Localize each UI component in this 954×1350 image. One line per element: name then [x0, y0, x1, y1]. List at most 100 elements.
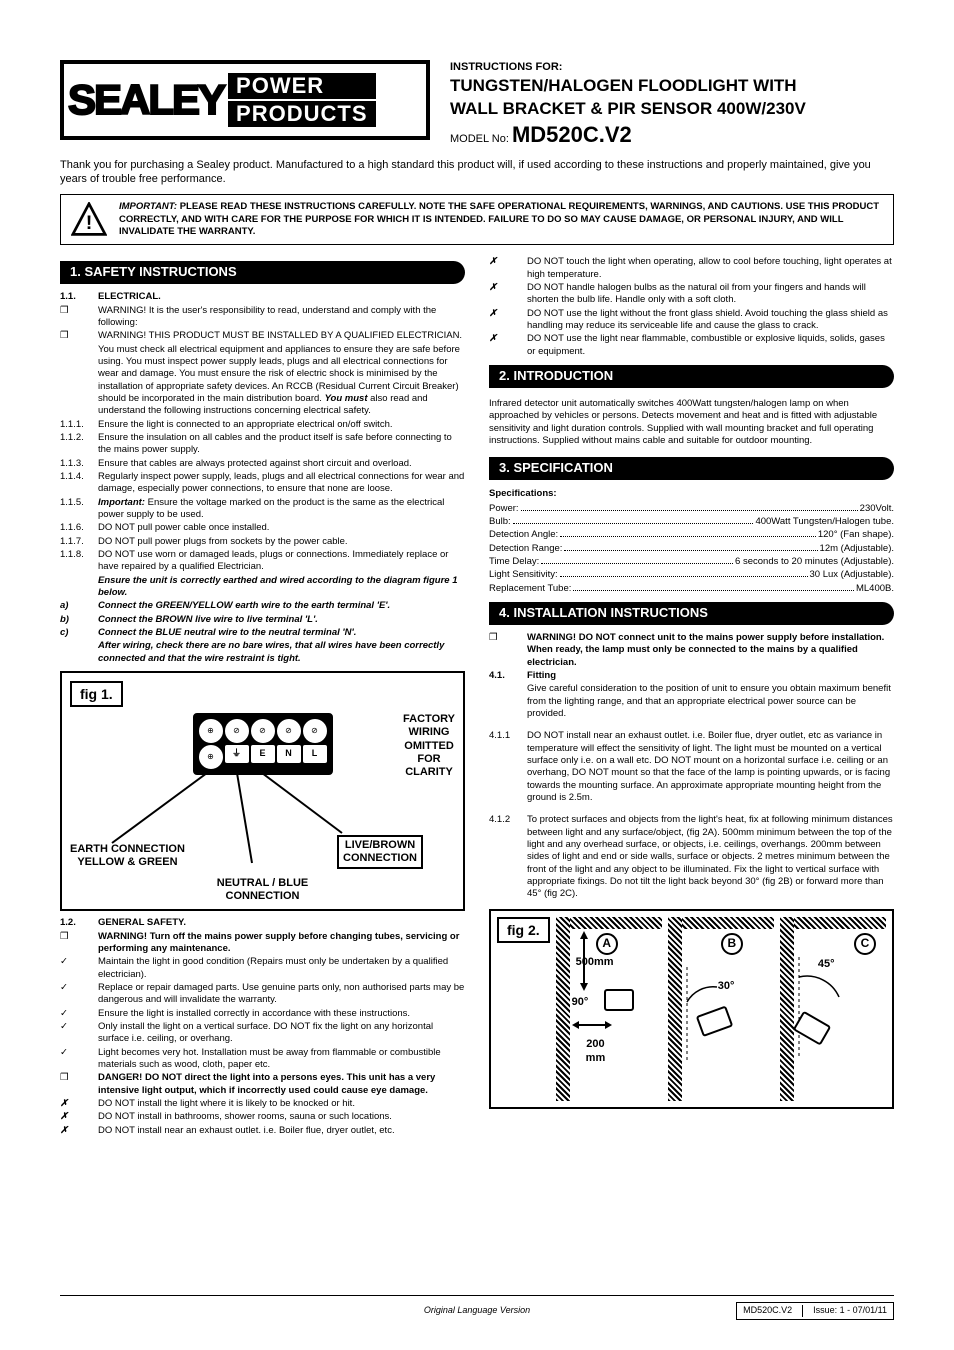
- logo-brand-text: SEALEY: [68, 73, 224, 128]
- num: c): [60, 627, 98, 639]
- footer-center: Original Language Version: [424, 1305, 530, 1317]
- row: ✗DO NOT touch the light when operating, …: [489, 256, 894, 281]
- txt: DO NOT pull power cable once installed.: [98, 522, 465, 534]
- row: ✓Ensure the light is installed correctly…: [60, 1008, 465, 1020]
- cross-icon: ✗: [489, 256, 527, 281]
- row: 1.1.3.Ensure that cables are always prot…: [60, 458, 465, 470]
- fig1-diagram: ⊕ ⊘ ⊘ ⊘ ⊘ ⊕ ⏚ E N L: [193, 713, 333, 775]
- txt: WARNING! It is the user's responsibility…: [98, 305, 465, 330]
- bullet-icon: ❒: [60, 305, 98, 330]
- spec-dots: [560, 569, 808, 577]
- spec-dots: [541, 556, 733, 564]
- term-n: N: [277, 745, 301, 763]
- txt: Only install the light on a vertical sur…: [98, 1021, 465, 1046]
- row: ✓Replace or repair damaged parts. Use ge…: [60, 982, 465, 1007]
- fig1-wires: [62, 773, 463, 873]
- spec-l: Light Sensitivity:: [489, 569, 558, 581]
- fig2-c-letter: C: [854, 933, 876, 955]
- check-icon: ✓: [60, 1008, 98, 1020]
- num: 4.1.2: [489, 814, 527, 900]
- txt: Ensure the unit is correctly earthed and…: [98, 575, 465, 600]
- row: 1.1.7.DO NOT pull power plugs from socke…: [60, 536, 465, 548]
- spec-row: Power:230Volt.: [489, 503, 894, 515]
- txt: DO NOT use the light without the front g…: [527, 308, 894, 333]
- spec-dots: [560, 529, 816, 537]
- row: 1.1.6.DO NOT pull power cable once insta…: [60, 522, 465, 534]
- spec-row: Bulb:400Watt Tungsten/Halogen tube.: [489, 516, 894, 528]
- hatch: [668, 917, 682, 1101]
- num: [489, 683, 527, 720]
- fig2c-diagram: [794, 957, 884, 1067]
- instructions-for-label: INSTRUCTIONS FOR:: [450, 60, 894, 74]
- heading-1-2: 1.2. GENERAL SAFETY.: [60, 917, 465, 929]
- spec-row: Detection Angle:120° (Fan shape).: [489, 529, 894, 541]
- fig2-b-letter: B: [721, 933, 743, 955]
- heading-4-1: 4.1.Fitting: [489, 670, 894, 682]
- check-icon: ✓: [60, 982, 98, 1007]
- logo-right: POWER PRODUCTS: [228, 73, 375, 127]
- spec-dots: [564, 543, 817, 551]
- terminal-block: ⊕ ⊘ ⊘ ⊘ ⊘ ⊕ ⏚ E N L: [193, 713, 333, 775]
- intro-text: Infrared detector unit automatically swi…: [489, 398, 894, 447]
- t: Important:: [98, 497, 145, 508]
- row: ❒WARNING! Turn off the mains power suppl…: [60, 931, 465, 956]
- num: b): [60, 614, 98, 626]
- section-3-header: 3. SPECIFICATION: [489, 457, 894, 480]
- hatch: [556, 917, 662, 929]
- hatch: [556, 917, 570, 1101]
- txt: Connect the BLUE neutral wire to the neu…: [98, 627, 465, 639]
- term-earth: ⏚: [225, 745, 249, 763]
- txt: Important: Ensure the voltage marked on …: [98, 497, 465, 522]
- spec-l: Detection Range:: [489, 543, 562, 555]
- right-column: ✗DO NOT touch the light when operating, …: [489, 255, 894, 1138]
- t: Ensure the voltage marked on the product…: [98, 497, 444, 520]
- important-text: IMPORTANT: PLEASE READ THESE INSTRUCTION…: [119, 201, 883, 238]
- num: [60, 640, 98, 665]
- txt: To protect surfaces and objects from the…: [527, 814, 894, 900]
- row: Ensure the unit is correctly earthed and…: [60, 575, 465, 600]
- row: ❒DANGER! DO NOT direct the light into a …: [60, 1072, 465, 1097]
- spec-v: ML400B.: [856, 583, 894, 595]
- num: [60, 575, 98, 600]
- row: ✓Maintain the light in good condition (R…: [60, 956, 465, 981]
- warning-triangle-icon: !: [71, 202, 107, 238]
- txt: DO NOT install near an exhaust outlet. i…: [98, 1125, 465, 1137]
- txt: Replace or repair damaged parts. Use gen…: [98, 982, 465, 1007]
- num: 1.1.4.: [60, 471, 98, 496]
- logo-products: PRODUCTS: [228, 101, 375, 127]
- spec-l: Detection Angle:: [489, 529, 558, 541]
- hatch: [780, 917, 886, 929]
- txt: Ensure the light is connected to an appr…: [98, 419, 465, 431]
- cross-icon: ✗: [489, 333, 527, 358]
- svg-text:!: !: [86, 212, 93, 234]
- row: ✗DO NOT install near an exhaust outlet. …: [60, 1125, 465, 1137]
- txt: After wiring, check there are no bare wi…: [98, 640, 465, 665]
- check-icon: ✓: [60, 956, 98, 981]
- txt: WARNING! Turn off the mains power supply…: [98, 931, 465, 956]
- row: Give careful consideration to the positi…: [489, 683, 894, 720]
- txt: Give careful consideration to the positi…: [527, 683, 894, 720]
- hatch: [780, 917, 794, 1101]
- logo-box: SEALEY POWER PRODUCTS: [60, 60, 430, 150]
- row: 1.1.5.Important: Ensure the voltage mark…: [60, 497, 465, 522]
- row: 4.1.2To protect surfaces and objects fro…: [489, 814, 894, 900]
- txt: Regularly inspect power supply, leads, p…: [98, 471, 465, 496]
- spec-v: 30 Lux (Adjustable).: [810, 569, 895, 581]
- row: b)Connect the BROWN live wire to live te…: [60, 614, 465, 626]
- row: ✗DO NOT install in bathrooms, shower roo…: [60, 1111, 465, 1123]
- fig2b-diagram: [682, 967, 762, 1067]
- main-columns: 1. SAFETY INSTRUCTIONS 1.1. ELECTRICAL. …: [60, 255, 894, 1138]
- txt: DO NOT handle halogen bulbs as the natur…: [527, 282, 894, 307]
- spec-v: 6 seconds to 20 minutes (Adjustable).: [735, 556, 894, 568]
- row: 1.1.4.Regularly inspect power supply, le…: [60, 471, 465, 496]
- product-title-line2: WALL BRACKET & PIR SENSOR 400W/230V: [450, 99, 894, 119]
- bullet-icon: ❒: [60, 931, 98, 956]
- num: [60, 344, 98, 418]
- cross-icon: ✗: [489, 282, 527, 307]
- txt: You must check all electrical equipment …: [98, 344, 465, 418]
- terminal-screw: ⊕: [199, 719, 223, 743]
- footer-model: MD520C.V2: [743, 1305, 803, 1317]
- txt: DO NOT install in bathrooms, shower room…: [98, 1111, 465, 1123]
- cross-icon: ✗: [60, 1125, 98, 1137]
- num: 1.1.1.: [60, 419, 98, 431]
